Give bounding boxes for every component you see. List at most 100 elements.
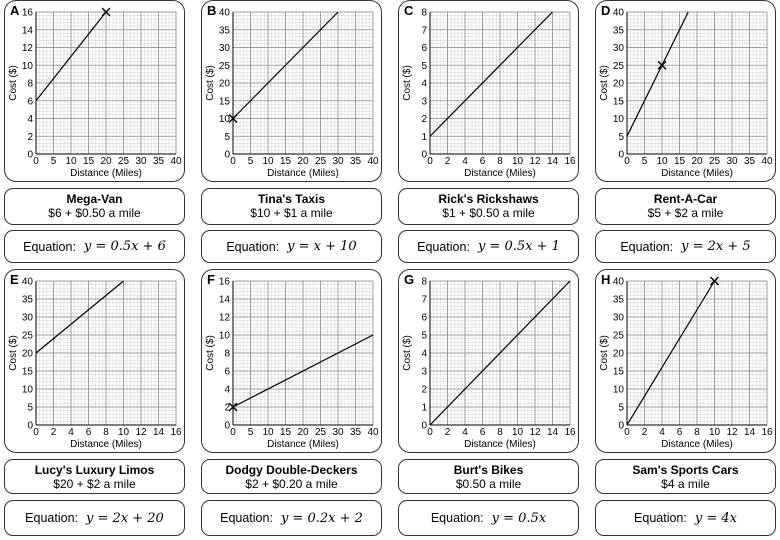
company-price: $0.50 a mile: [455, 477, 522, 491]
card-letter: G: [404, 272, 414, 287]
company-name: Mega-Van: [66, 192, 123, 206]
y-tick-label: 6: [421, 43, 427, 54]
company-price: $4 a mile: [661, 477, 710, 491]
x-tick-label: 10: [262, 427, 274, 438]
y-tick-label: 15: [613, 367, 625, 378]
equation-card-c: Equation: y = 0.5x + 1: [398, 230, 579, 263]
y-tick-label: 14: [219, 295, 231, 306]
equation-formula: y = 2x + 5: [681, 239, 751, 254]
y-tick-label: 12: [22, 43, 34, 54]
x-tick-label: 4: [659, 427, 665, 438]
x-tick-label: 14: [153, 427, 165, 438]
x-tick-label: 12: [135, 427, 147, 438]
equation-card-e: Equation: y = 2x + 20: [4, 500, 185, 536]
x-axis-label: Distance (Miles): [267, 439, 339, 450]
company-name: Tina's Taxis: [257, 192, 326, 206]
x-tick-label: 20: [691, 156, 703, 167]
x-tick-label: 25: [118, 156, 130, 167]
x-axis-label: Distance (Miles): [661, 168, 733, 179]
y-tick-label: 25: [219, 61, 231, 72]
x-tick-label: 35: [350, 156, 362, 167]
line-graph: 0 5 10 15 20 25 30 35 40 0 5 10 15 20 25 30 35 40 Distance…: [205, 3, 379, 179]
x-tick-label: 8: [103, 427, 109, 438]
company-name: Dodgy Double-Deckers: [225, 463, 358, 477]
y-tick-label: 1: [421, 403, 427, 414]
x-axis-label: Distance (Miles): [70, 439, 142, 450]
y-tick-label: 2: [421, 114, 427, 125]
card-letter: C: [404, 3, 414, 18]
graph-card-f: 0 5 10 15 20 25 30 35 40 0 2 4 6 8 10 12 14 16 Distance (M…: [201, 269, 382, 453]
series-line: [429, 11, 553, 137]
x-tick-label: 5: [642, 156, 648, 167]
y-axis-label: Cost ($): [402, 335, 413, 371]
equation-label: Equation:: [226, 239, 280, 254]
y-tick-label: 30: [613, 313, 625, 324]
y-tick-label: 25: [613, 61, 625, 72]
name-card-f: Dodgy Double-Deckers $2 + $0.20 a mile: [201, 459, 382, 494]
company-price: $5 + $2 a mile: [647, 206, 724, 220]
y-axis-label: Cost ($): [8, 335, 19, 371]
y-tick-label: 3: [421, 96, 427, 107]
y-tick-label: 10: [219, 114, 231, 125]
x-tick-label: 2: [51, 427, 57, 438]
y-tick-label: 25: [22, 331, 34, 342]
x-tick-label: 5: [51, 156, 57, 167]
equation-formula: y = 0.5x: [491, 510, 547, 526]
x-tick-label: 0: [33, 156, 39, 167]
x-tick-label: 16: [170, 427, 182, 438]
y-axis-label: Cost ($): [599, 335, 610, 371]
cross-marker-stroke: [710, 276, 719, 286]
x-tick-label: 14: [547, 427, 559, 438]
x-tick-label: 12: [529, 427, 541, 438]
x-tick-label: 40: [170, 156, 182, 167]
name-card-h: Sam's Sports Cars $4 a mile: [595, 459, 776, 494]
x-tick-label: 16: [564, 156, 576, 167]
series-line: [429, 280, 571, 426]
line-graph: 0 5 10 15 20 25 30 35 40 0 2 4 6 8 10 12 14 16 Distance (M…: [8, 3, 182, 179]
equation-formula: y = x + 10: [287, 239, 357, 254]
x-tick-label: 15: [280, 427, 292, 438]
y-tick-label: 4: [224, 385, 230, 396]
y-tick-label: 15: [22, 367, 34, 378]
x-tick-label: 6: [480, 427, 486, 438]
y-tick-label: 0: [618, 150, 624, 161]
x-tick-label: 20: [297, 156, 309, 167]
y-tick-label: 10: [22, 61, 34, 72]
equation-card-f: Equation: y = 0.2x + 2: [201, 500, 382, 536]
x-tick-label: 12: [529, 156, 541, 167]
x-tick-label: 8: [497, 427, 503, 438]
x-tick-label: 8: [694, 427, 700, 438]
x-tick-label: 10: [65, 156, 77, 167]
x-tick-label: 6: [677, 427, 683, 438]
x-tick-label: 15: [83, 156, 95, 167]
x-axis-label: Distance (Miles): [70, 168, 142, 179]
company-name: Sam's Sports Cars: [632, 463, 739, 477]
card-letter: F: [207, 272, 215, 287]
x-tick-label: 4: [68, 427, 74, 438]
x-tick-label: 16: [564, 427, 576, 438]
x-tick-label: 20: [100, 156, 112, 167]
x-tick-label: 0: [33, 427, 39, 438]
y-tick-label: 5: [27, 403, 33, 414]
x-tick-label: 10: [118, 427, 130, 438]
y-tick-label: 10: [613, 385, 625, 396]
x-tick-label: 40: [367, 156, 379, 167]
x-tick-label: 15: [674, 156, 686, 167]
x-tick-label: 5: [248, 427, 254, 438]
x-tick-label: 5: [248, 156, 254, 167]
y-tick-label: 6: [421, 313, 427, 324]
x-tick-label: 6: [86, 427, 92, 438]
x-tick-label: 14: [744, 427, 756, 438]
equation-formula: y = 0.5x + 6: [83, 239, 166, 254]
x-tick-label: 0: [624, 427, 630, 438]
y-tick-label: 15: [613, 96, 625, 107]
equation-card-d: Equation: y = 2x + 5: [595, 230, 776, 263]
graph-card-a: 0 5 10 15 20 25 30 35 40 0 2 4 6 8 10 12 14 16 Distance (M…: [4, 0, 185, 182]
x-tick-label: 30: [135, 156, 147, 167]
company-name: Burt's Bikes: [453, 463, 524, 477]
y-tick-label: 10: [219, 331, 231, 342]
equation-formula: y = 0.2x + 2: [280, 510, 363, 526]
graph-card-c: 0 2 4 6 8 10 12 14 16 0 1 2 3 4 5 6 7 8 Distance (Miles) Co…: [398, 0, 579, 182]
y-tick-label: 6: [224, 367, 230, 378]
